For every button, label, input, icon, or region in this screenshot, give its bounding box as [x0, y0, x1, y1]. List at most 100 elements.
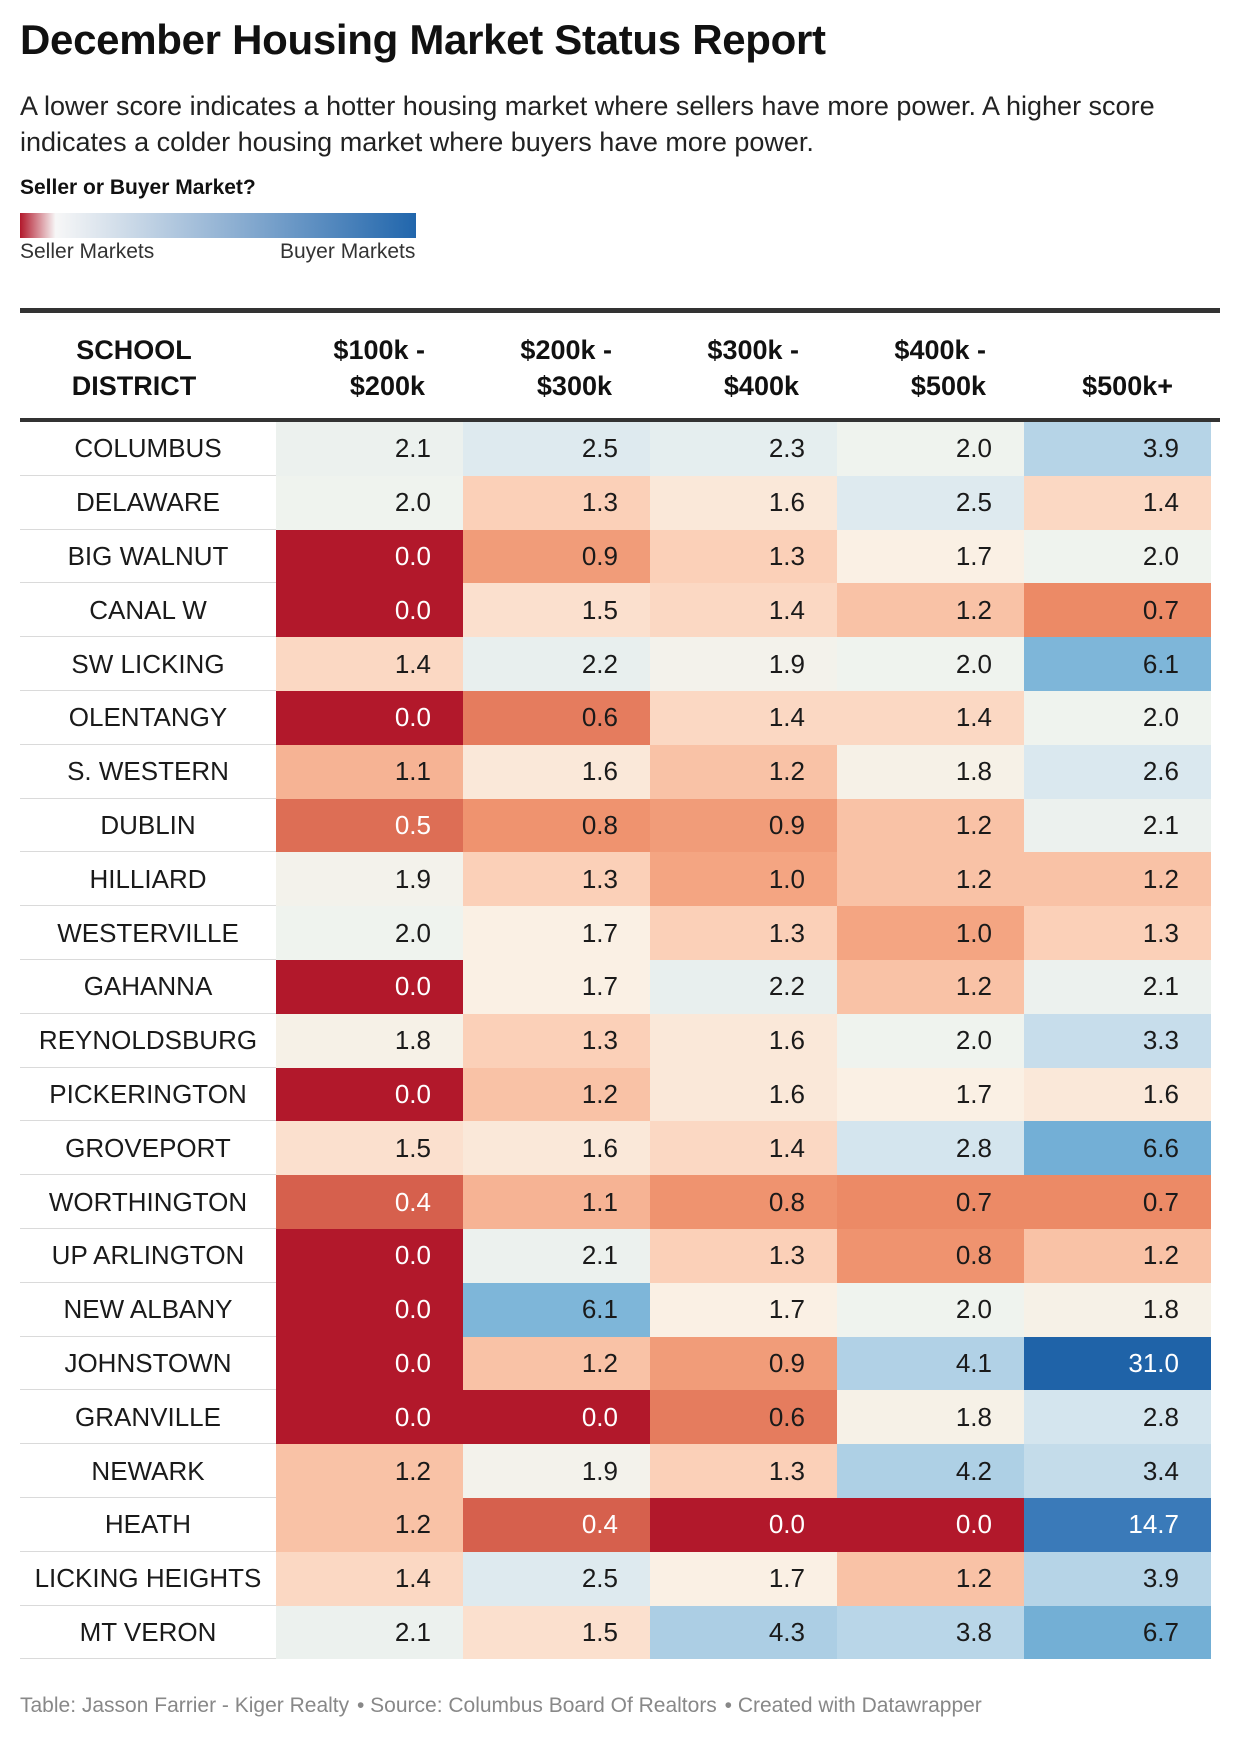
column-header-500k-plus[interactable]: $500k+: [1024, 313, 1211, 418]
score-cell: 1.6: [650, 475, 837, 530]
score-cell: 1.3: [650, 529, 837, 584]
score-cell: 2.8: [837, 1121, 1024, 1176]
district-name: GAHANNA: [83, 971, 213, 1002]
score-cell: 1.3: [463, 852, 650, 907]
score-cell: 2.5: [463, 422, 650, 476]
score-cell: 6.1: [1024, 637, 1211, 691]
score-cell: 0.9: [650, 1336, 837, 1391]
district-name: LICKING HEIGHTS: [34, 1563, 262, 1594]
score-cell: 3.8: [837, 1605, 1024, 1660]
district-name: GROVEPORT: [65, 1132, 231, 1163]
score-cell: 0.0: [276, 1390, 463, 1445]
column-header-400k-500k[interactable]: $400k - $500k: [837, 313, 1024, 418]
score-cell: 1.2: [276, 1444, 463, 1498]
score-cell: 0.0: [276, 529, 463, 584]
table-row: LICKING HEIGHTS 1.4 2.5 1.7 1.2 3.9: [20, 1551, 1220, 1606]
column-header-line: $500k+: [1082, 371, 1173, 401]
score-cell: 2.0: [276, 906, 463, 960]
score-cell: 1.0: [650, 852, 837, 907]
score-cell: 3.9: [1024, 422, 1211, 476]
table-row: COLUMBUS 2.1 2.5 2.3 2.0 3.9: [20, 422, 1220, 476]
score-cell: 1.2: [1024, 1229, 1211, 1283]
score-cell: 3.4: [1024, 1444, 1211, 1498]
score-cell: 0.0: [276, 1282, 463, 1337]
score-cell: 0.0: [276, 1067, 463, 1122]
district-name: JOHNSTOWN: [64, 1347, 232, 1378]
score-cell: 0.8: [837, 1229, 1024, 1283]
footer-source: • Source: Columbus Board Of Realtors: [356, 1694, 717, 1717]
table-row: CANAL W 0.0 1.5 1.4 1.2 0.7: [20, 583, 1220, 638]
score-cell: 4.2: [837, 1444, 1024, 1498]
district-name: DELAWARE: [76, 487, 220, 518]
score-cell: 1.1: [463, 1175, 650, 1229]
table-row: JOHNSTOWN 0.0 1.2 0.9 4.1 31.0: [20, 1336, 1220, 1391]
table-row: DELAWARE 2.0 1.3 1.6 2.5 1.4: [20, 475, 1220, 530]
score-cell: 0.5: [276, 798, 463, 853]
district-name: REYNOLDSBURG: [38, 1025, 258, 1056]
description: A lower score indicates a hotter housing…: [20, 91, 1155, 157]
score-cell: 2.8: [1024, 1390, 1211, 1445]
score-cell: 2.1: [1024, 960, 1211, 1014]
score-cell: 6.7: [1024, 1605, 1211, 1660]
score-cell: 1.4: [650, 691, 837, 745]
score-cell: 1.2: [837, 798, 1024, 853]
column-header-300k-400k[interactable]: $300k - $400k: [650, 313, 837, 418]
score-cell: 0.0: [276, 1336, 463, 1391]
table-row: DUBLIN 0.5 0.8 0.9 1.2 2.1: [20, 798, 1220, 853]
score-cell: 1.2: [463, 1067, 650, 1122]
score-cell: 2.0: [837, 422, 1024, 476]
district-name: NEWARK: [91, 1455, 205, 1486]
score-cell: 1.2: [1024, 852, 1211, 907]
district-name: BIG WALNUT: [67, 540, 229, 571]
score-cell: 3.3: [1024, 1013, 1211, 1068]
score-cell: 1.2: [463, 1336, 650, 1391]
table-row: SW LICKING 1.4 2.2 1.9 2.0 6.1: [20, 637, 1220, 691]
score-cell: 2.6: [1024, 744, 1211, 799]
column-header-line: $300k: [536, 371, 612, 401]
score-cell: 1.7: [650, 1551, 837, 1606]
district-name: OLENTANGY: [68, 702, 228, 733]
score-cell: 0.0: [276, 960, 463, 1014]
column-header-district[interactable]: SCHOOL DISTRICT: [20, 313, 248, 418]
score-cell: 2.0: [837, 637, 1024, 691]
column-header-line: SCHOOL: [76, 335, 192, 365]
district-name: SW LICKING: [71, 648, 225, 679]
score-cell: 1.2: [837, 852, 1024, 907]
legend-title: Seller or Buyer Market?: [20, 176, 256, 199]
page-title: December Housing Market Status Report: [20, 16, 826, 63]
score-cell: 1.7: [650, 1282, 837, 1337]
score-cell: 1.9: [463, 1444, 650, 1498]
score-cell: 1.3: [650, 1229, 837, 1283]
score-cell: 2.2: [463, 637, 650, 691]
table-header-rule: [20, 418, 1220, 422]
score-cell: 2.0: [1024, 691, 1211, 745]
column-header-200k-300k[interactable]: $200k - $300k: [463, 313, 650, 418]
table-row: GRANVILLE 0.0 0.0 0.6 1.8 2.8: [20, 1390, 1220, 1445]
column-header-line: $200k -: [520, 335, 612, 365]
score-cell: 1.6: [1024, 1067, 1211, 1122]
score-cell: 0.0: [276, 691, 463, 745]
district-name: NEW ALBANY: [63, 1294, 233, 1325]
column-header-100k-200k[interactable]: $100k - $200k: [276, 313, 463, 418]
score-cell: 2.0: [837, 1282, 1024, 1337]
score-cell: 1.4: [1024, 475, 1211, 530]
score-cell: 0.9: [463, 529, 650, 584]
score-cell: 0.0: [837, 1498, 1024, 1552]
score-cell: 2.2: [650, 960, 837, 1014]
district-name: WORTHINGTON: [48, 1186, 248, 1217]
score-cell: 1.8: [276, 1013, 463, 1068]
score-cell: 1.2: [837, 1551, 1024, 1606]
score-cell: 1.1: [276, 744, 463, 799]
score-cell: 1.2: [837, 960, 1024, 1014]
score-cell: 2.0: [837, 1013, 1024, 1068]
table-header: SCHOOL DISTRICT $100k - $200k $200k - $300…: [20, 313, 1220, 418]
table-row: HILLIARD 1.9 1.3 1.0 1.2 1.2: [20, 852, 1220, 907]
district-name: GRANVILLE: [75, 1401, 221, 1432]
legend-seller-label: Seller Markets: [20, 240, 155, 263]
table-row: UP ARLINGTON 0.0 2.1 1.3 0.8 1.2: [20, 1229, 1220, 1283]
score-cell: 0.0: [463, 1390, 650, 1445]
score-cell: 0.0: [276, 583, 463, 638]
score-cell: 1.6: [463, 1121, 650, 1176]
score-cell: 1.7: [463, 906, 650, 960]
score-cell: 1.3: [1024, 906, 1211, 960]
